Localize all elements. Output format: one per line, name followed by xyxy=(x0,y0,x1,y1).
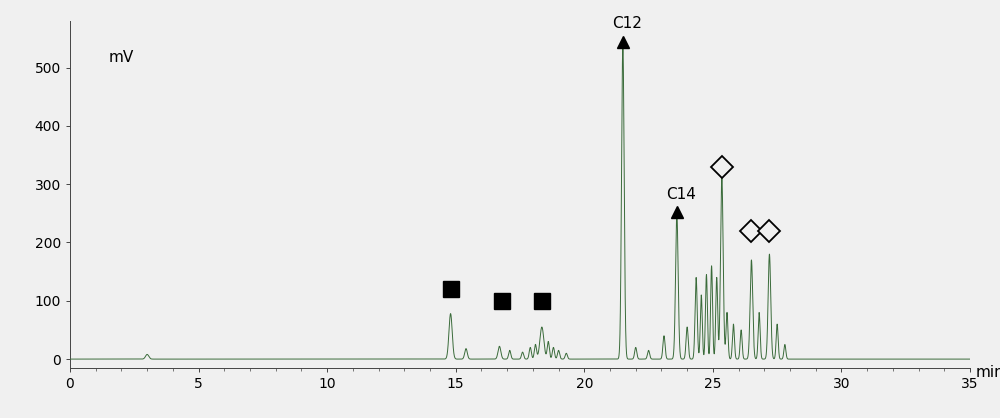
Text: C14: C14 xyxy=(667,187,696,201)
Text: C12: C12 xyxy=(613,16,642,31)
Text: min: min xyxy=(975,365,1000,380)
Text: mV: mV xyxy=(109,50,134,65)
